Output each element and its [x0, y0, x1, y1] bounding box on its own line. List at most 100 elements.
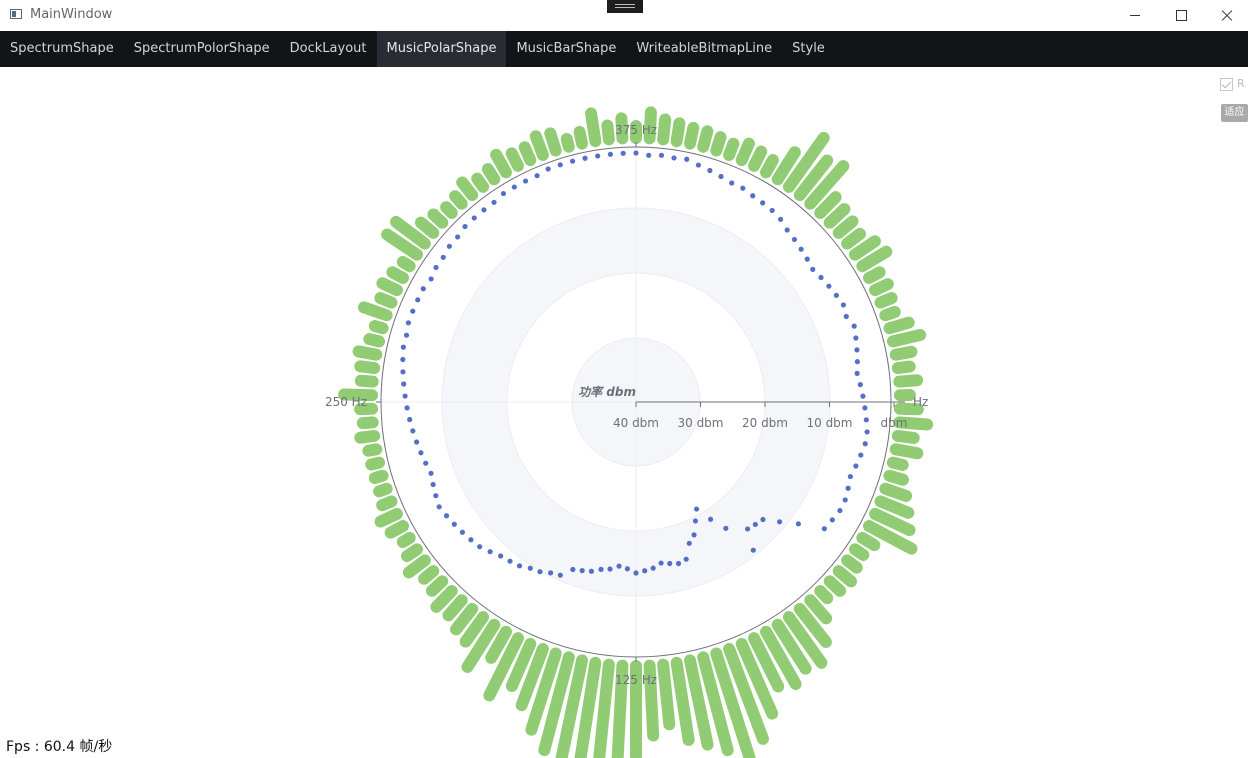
dot-mark	[440, 254, 446, 260]
bar-mark	[748, 145, 768, 172]
bar-mark	[373, 482, 393, 498]
bar-mark	[505, 147, 524, 172]
bar-mark	[863, 266, 886, 284]
dot-mark	[691, 532, 697, 538]
dot-mark	[707, 167, 713, 174]
bar-mark	[538, 651, 575, 757]
bar-mark	[525, 647, 562, 736]
dot-mark	[616, 563, 622, 569]
bar-mark	[384, 520, 409, 539]
bar-mark	[481, 163, 501, 186]
bar-mark	[893, 374, 924, 388]
bar-mark	[643, 659, 660, 742]
bar-mark	[856, 531, 881, 552]
angle-axis-unit: Hz	[913, 395, 928, 409]
bar-mark	[670, 656, 695, 746]
maximize-button[interactable]	[1158, 0, 1204, 31]
minimize-button[interactable]	[1112, 0, 1158, 31]
dot-mark	[407, 416, 413, 423]
dot-mark	[598, 566, 604, 572]
bar-mark	[362, 443, 383, 457]
bar-mark	[893, 416, 934, 431]
dot-mark	[791, 236, 798, 243]
bar-mark	[390, 215, 431, 250]
dot-mark	[692, 518, 699, 524]
radius-tick-label: 10 dbm	[806, 416, 852, 430]
dot-mark	[410, 308, 416, 314]
radius-tick-label: dbm	[881, 416, 908, 430]
close-button[interactable]	[1204, 0, 1248, 31]
bar-mark	[376, 277, 403, 297]
angle-label-top: 375 Hz	[615, 123, 657, 137]
dot-mark	[683, 556, 689, 562]
tab-dock-layout[interactable]: DockLayout	[289, 41, 367, 56]
tab-writeable-bitmap-line[interactable]: WriteableBitmapLine	[636, 41, 773, 56]
dot-mark	[854, 359, 860, 365]
tab-spectrum-polor-shape[interactable]: SpectrumPolorShape	[133, 41, 270, 56]
tab-bar: SpectrumShape SpectrumPolorShape DockLay…	[0, 31, 1248, 67]
bar-mark	[771, 618, 812, 675]
bar-mark	[518, 141, 537, 167]
dot-mark	[534, 173, 540, 179]
dot-mark	[684, 156, 690, 162]
dot-mark	[491, 199, 497, 205]
bar-mark	[471, 172, 490, 193]
dot-mark	[511, 184, 517, 190]
r-checkbox[interactable]	[1220, 78, 1233, 91]
bar-mark	[849, 543, 870, 561]
dot-mark	[446, 243, 453, 249]
drag-handle-icon[interactable]	[607, 0, 643, 13]
dot-mark	[462, 223, 468, 230]
radius-tick-label: 30 dbm	[677, 416, 723, 430]
tab-spectrum-shape[interactable]: SpectrumShape	[10, 41, 114, 56]
dot-mark	[847, 473, 853, 480]
bar-mark	[735, 637, 779, 720]
bar-mark	[440, 201, 458, 219]
tab-style[interactable]: Style	[792, 41, 825, 56]
bar-mark	[793, 603, 832, 648]
bar-mark	[352, 345, 383, 361]
bar-mark	[615, 112, 629, 145]
dot-mark	[857, 382, 863, 388]
dot-mark	[443, 513, 450, 519]
bar-mark	[396, 531, 416, 549]
dot-mark	[537, 569, 543, 575]
bar-mark	[697, 125, 714, 153]
bar-mark	[723, 643, 769, 745]
dot-mark	[402, 393, 408, 399]
bar-mark	[555, 654, 588, 758]
dot-mark	[760, 200, 766, 206]
dot-mark	[863, 417, 869, 423]
dot-mark	[642, 568, 648, 574]
dot-mark	[833, 292, 839, 298]
dot-mark	[500, 190, 507, 197]
dot-mark	[588, 568, 595, 574]
dot-mark	[658, 560, 664, 566]
bar-mark	[849, 235, 881, 261]
bar-mark	[782, 611, 828, 669]
dot-mark	[853, 335, 859, 341]
dot-mark	[428, 470, 434, 476]
radius-tick-label: 20 dbm	[742, 416, 788, 430]
bar-mark	[832, 565, 858, 588]
bar-mark	[505, 637, 537, 693]
dot-mark	[557, 572, 563, 578]
bar-mark	[657, 658, 676, 731]
bar-mark	[374, 507, 403, 528]
bar-mark	[515, 643, 549, 712]
bar-mark	[883, 469, 909, 486]
polar-chart: 40 dbm 30 dbm 20 dbm 10 dbm dbm 375 Hz 25…	[325, 106, 934, 758]
dot-mark	[708, 516, 714, 522]
tab-music-bar-shape[interactable]: MusicBarShape	[516, 41, 617, 56]
tab-music-polar-shape[interactable]: MusicPolarShape	[376, 31, 507, 67]
dot-mark	[428, 276, 434, 282]
dot-mark	[718, 173, 724, 180]
dot-mark	[433, 493, 439, 499]
dot-mark	[842, 497, 848, 503]
bar-mark	[823, 575, 847, 597]
fit-button[interactable]: 适应	[1221, 104, 1248, 122]
dot-mark	[545, 166, 551, 172]
bar-mark	[841, 554, 863, 574]
bar-mark	[402, 554, 431, 579]
dot-mark	[595, 153, 601, 159]
